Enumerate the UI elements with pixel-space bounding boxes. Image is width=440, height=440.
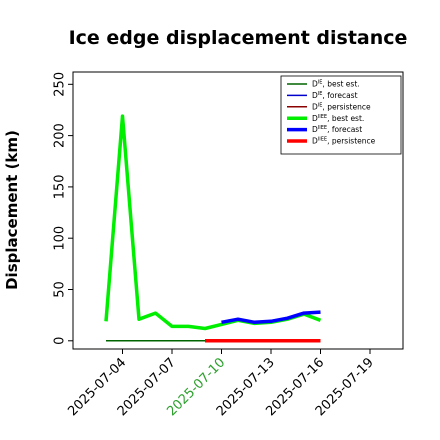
legend-label-4: DIIEE, forecast [312, 125, 362, 134]
series-layer [104, 114, 322, 343]
y-tick-label-2: 100 [53, 226, 68, 251]
y-tick-label-4: 200 [53, 123, 68, 148]
y-tick-label-5: 250 [53, 72, 68, 97]
legend-label-0: DIE, best est. [312, 80, 360, 89]
legend-label-2: DIE, persistence [312, 102, 371, 111]
y-tick-label-1: 50 [53, 281, 68, 298]
legend-label-5: DIIEE, persistence [312, 137, 376, 146]
y-tick-label-0: 0 [53, 337, 68, 345]
series-line-4 [221, 310, 321, 325]
y-axis-label: Displacement (km) [3, 130, 21, 290]
y-tick-label-3: 150 [53, 174, 68, 199]
legend-label-3: DIIEE, best est. [312, 114, 364, 123]
legend-label-1: DIE, forecast [312, 91, 358, 100]
chart-title: Ice edge displacement distance [69, 27, 408, 49]
legend: DIE, best est. DIE, forecast DIE, persiste… [280, 75, 402, 155]
